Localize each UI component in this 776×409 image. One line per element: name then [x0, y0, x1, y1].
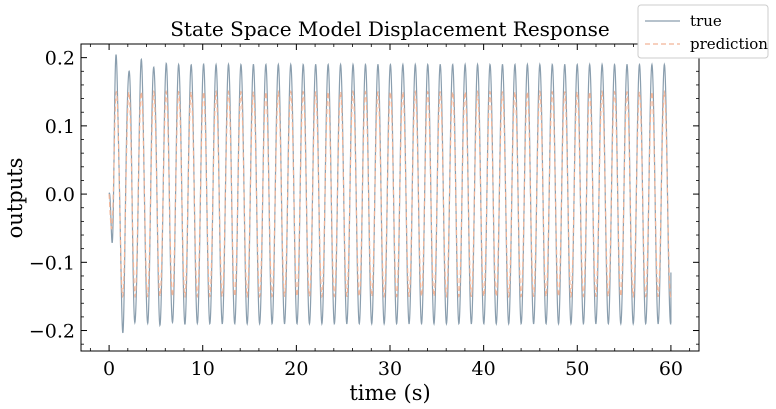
x-tick-label: 30 — [378, 358, 402, 380]
x-tick-label: 40 — [472, 358, 496, 380]
series-group — [108, 54, 672, 334]
y-tick-label: 0.1 — [45, 116, 75, 138]
legend-label-prediction: prediction — [690, 35, 768, 53]
legend-label-true: true — [690, 12, 722, 30]
x-tick-label: 50 — [565, 358, 589, 380]
y-axis-title: outputs — [3, 158, 27, 239]
series-line-prediction — [108, 89, 672, 299]
x-tick-label: 0 — [103, 358, 115, 380]
x-tick-label: 60 — [659, 358, 683, 380]
x-tick-label: 10 — [191, 358, 215, 380]
legend: true prediction — [637, 4, 769, 59]
chart-title: State Space Model Displacement Response — [170, 17, 610, 41]
ticks-group: 0 10 20 30 40 50 60 −0.2 −0.1 0.0 0.1 0.2 — [29, 43, 699, 380]
y-tick-label: −0.1 — [29, 252, 75, 274]
y-tick-label: −0.2 — [29, 321, 75, 343]
y-tick-label: 0.2 — [45, 48, 75, 70]
plot-area: 0 10 20 30 40 50 60 −0.2 −0.1 0.0 0.1 0.2 — [29, 43, 700, 380]
series-line-true — [108, 54, 672, 334]
y-tick-label: 0.0 — [45, 184, 75, 206]
x-axis-title: time (s) — [349, 381, 430, 405]
legend-frame — [637, 4, 769, 59]
x-tick-label: 20 — [284, 358, 308, 380]
